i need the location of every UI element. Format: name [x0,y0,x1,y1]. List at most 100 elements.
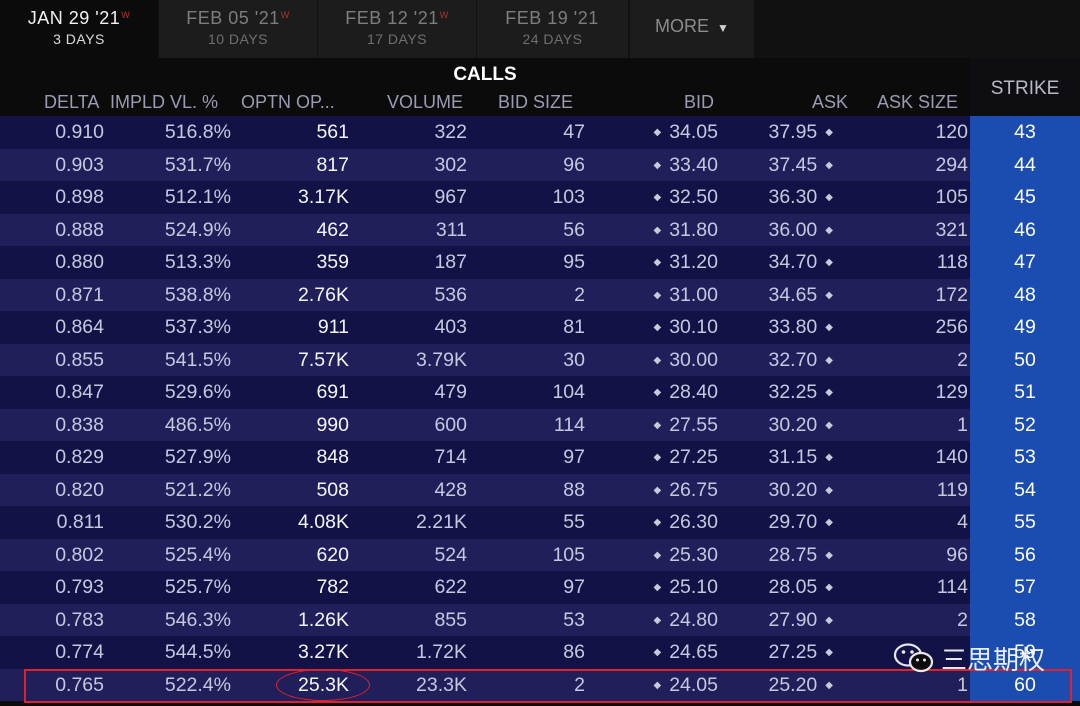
table-row[interactable]: 0.864 537.3% 911 403 81 ◆ 30.10 33.80 ◆ 256 49 [0,311,1080,344]
cell-volume: 302 [434,149,467,181]
table-row[interactable]: 0.847 529.6% 691 479 104 ◆ 28.40 32.25 ◆ 129 51 [0,376,1080,409]
header-bid[interactable]: BID [684,92,715,112]
cell-implied-vol-value: 486.5% [164,413,231,436]
diamond-icon: ◆ [653,647,662,658]
cell-ask-size-value: 140 [935,446,968,468]
cell-strike: 60 [970,668,1080,701]
cell-implied-vol-value: 531.7% [164,153,231,176]
cell-open-interest-value: 911 [317,316,349,338]
table-row[interactable]: 0.802 525.4% 620 524 105 ◆ 25.30 28.75 ◆ 96 56 [0,538,1080,572]
tab-feb05[interactable]: FEB 05 '21W 10 DAYS [159,0,317,58]
table-row[interactable]: 0.774 544.5% 3.27K 1.72K 86 ◆ 24.65 27.25 ◆ 59 [0,636,1080,669]
cell-ask-value: 32.70 [768,348,818,371]
table-row[interactable]: 0.811 530.2% 4.08K 2.21K 55 ◆ 26.30 29.70 ◆ 4 55 [0,506,1080,539]
cell-implied-vol-value: 537.3% [164,316,231,338]
wechat-icon [893,643,934,673]
cell-volume: 1.72K [416,636,467,668]
table-row[interactable]: 0.910 516.8% 561 322 47 ◆ 34.05 37.95 ◆ 120 43 [0,116,1080,149]
cell-implied-vol-value: 529.6% [164,381,231,403]
cell-open-interest: 782 [316,571,349,603]
cell-implied-vol-value: 521.2% [164,478,231,501]
cell-ask: 27.25 ◆ [768,636,833,669]
options-table: 0.910 516.8% 561 322 47 ◆ 34.05 37.95 ◆ 120 43 0.90… [0,116,1080,701]
cell-delta-value: 0.910 [55,121,104,143]
header-strike[interactable]: STRIKE [970,58,1080,116]
cell-delta-value: 0.765 [55,673,104,696]
tab-date: JAN 29 '21 [27,8,121,28]
cell-strike: 44 [970,148,1080,181]
table-row[interactable]: 0.903 531.7% 817 302 96 ◆ 33.40 37.45 ◆ 294 44 [0,148,1080,181]
tab-feb12[interactable]: FEB 12 '21W 17 DAYS [318,0,476,58]
cell-bid: ◆ 28.40 [653,376,718,409]
table-row[interactable]: 0.888 524.9% 462 311 56 ◆ 31.80 36.00 ◆ 321 46 [0,213,1080,246]
table-row[interactable]: 0.880 513.3% 359 187 95 ◆ 31.20 34.70 ◆ 118 47 [0,246,1080,279]
table-row[interactable]: 0.793 525.7% 782 622 97 ◆ 25.10 28.05 ◆ 114 57 [0,571,1080,604]
cell-bid: ◆ 34.05 [653,116,718,149]
cell-open-interest: 990 [316,409,349,441]
table-row[interactable]: 0.838 486.5% 990 600 114 ◆ 27.55 30.20 ◆ 1 52 [0,408,1080,441]
cell-strike: 52 [970,408,1080,441]
cell-ask-value: 32.25 [768,381,818,403]
cell-ask-value: 30.20 [768,478,818,501]
table-row[interactable]: 0.855 541.5% 7.57K 3.79K 30 ◆ 30.00 32.70 ◆ 2 50 [0,343,1080,376]
cell-bid-value: 34.05 [669,121,718,143]
table-row[interactable]: 0.783 546.3% 1.26K 855 53 ◆ 24.80 27.90 ◆ 2 58 [0,603,1080,637]
diamond-icon: ◆ [825,159,833,171]
cell-bid: ◆ 26.75 [653,474,718,507]
header-delta[interactable]: DELTA [44,92,100,112]
diamond-icon: ◆ [653,224,662,236]
cell-delta-value: 0.802 [55,543,104,566]
cell-implied-vol: 522.4% [165,669,231,701]
cell-open-interest: 462 [316,214,349,246]
cell-bid-size: 95 [563,246,585,278]
cell-open-interest-value: 2.76K [298,283,349,306]
cell-ask-value: 37.45 [768,153,818,176]
diamond-icon: ◆ [653,452,662,463]
cell-implied-vol: 546.3% [165,604,231,636]
header-ask[interactable]: ASK [812,92,849,112]
cell-volume-value: 322 [434,121,467,143]
cell-open-interest-value: 3.17K [298,186,349,208]
table-row[interactable]: 0.871 538.8% 2.76K 536 2 ◆ 31.00 34.65 ◆ 172 48 [0,278,1080,312]
diamond-icon: ◆ [653,387,662,398]
cell-bid-value: 33.40 [669,153,718,176]
header-ask-size[interactable]: ASK SIZE [877,92,959,112]
tab-feb19[interactable]: FEB 19 '21 24 DAYS [477,0,628,58]
header-open-interest[interactable]: OPTN OP... [241,92,335,112]
cell-ask: 28.75 ◆ [768,539,833,572]
table-row[interactable]: 0.898 512.1% 3.17K 967 103 ◆ 32.50 36.30 ◆ 105 45 [0,181,1080,214]
cell-delta-value: 0.811 [56,511,104,533]
table-row[interactable]: 0.765 522.4% 25.3K 23.3K 2 ◆ 24.05 25.20 ◆ 1 60 [0,668,1080,701]
diamond-icon: ◆ [825,387,833,398]
cell-ask-value: 25.20 [768,673,818,696]
cell-ask-size: 140 [935,441,968,473]
tab-jan29[interactable]: JAN 29 '21W 3 DAYS [0,0,158,58]
cell-bid-value: 27.25 [669,446,718,468]
diamond-icon: ◆ [653,517,662,528]
cell-delta: 0.903 [55,149,104,181]
cell-open-interest-value: 561 [316,121,349,143]
cell-bid: ◆ 24.80 [653,604,718,637]
cell-bid-size: 53 [563,604,585,636]
cell-ask-size-value: 120 [935,121,968,143]
caret-down-icon: ▼ [717,21,729,35]
cell-strike: 48 [970,278,1080,311]
cell-implied-vol: 544.5% [165,636,231,668]
cell-volume-value: 428 [434,478,467,501]
more-dropdown-button[interactable]: MORE ▼ [630,0,754,58]
cell-bid-size: 56 [563,214,585,246]
cell-open-interest: 817 [316,149,349,181]
cell-ask: 34.70 ◆ [768,246,833,279]
cell-ask: 28.05 ◆ [768,571,833,604]
cell-delta: 0.774 [55,636,104,668]
cell-bid: ◆ 31.00 [653,279,718,312]
cell-implied-vol: 521.2% [165,474,231,506]
cell-ask-size: 321 [935,214,968,246]
table-row[interactable]: 0.820 521.2% 508 428 88 ◆ 26.75 30.20 ◆ 119 54 [0,473,1080,507]
header-bid-size[interactable]: BID SIZE [498,92,574,112]
header-volume[interactable]: VOLUME [387,92,464,112]
table-row[interactable]: 0.829 527.9% 848 714 97 ◆ 27.25 31.15 ◆ 140 53 [0,441,1080,474]
cell-bid: ◆ 24.65 [653,636,718,669]
header-implied-vol[interactable]: IMPLD VL. % [110,92,219,112]
cell-bid: ◆ 25.30 [653,539,718,572]
